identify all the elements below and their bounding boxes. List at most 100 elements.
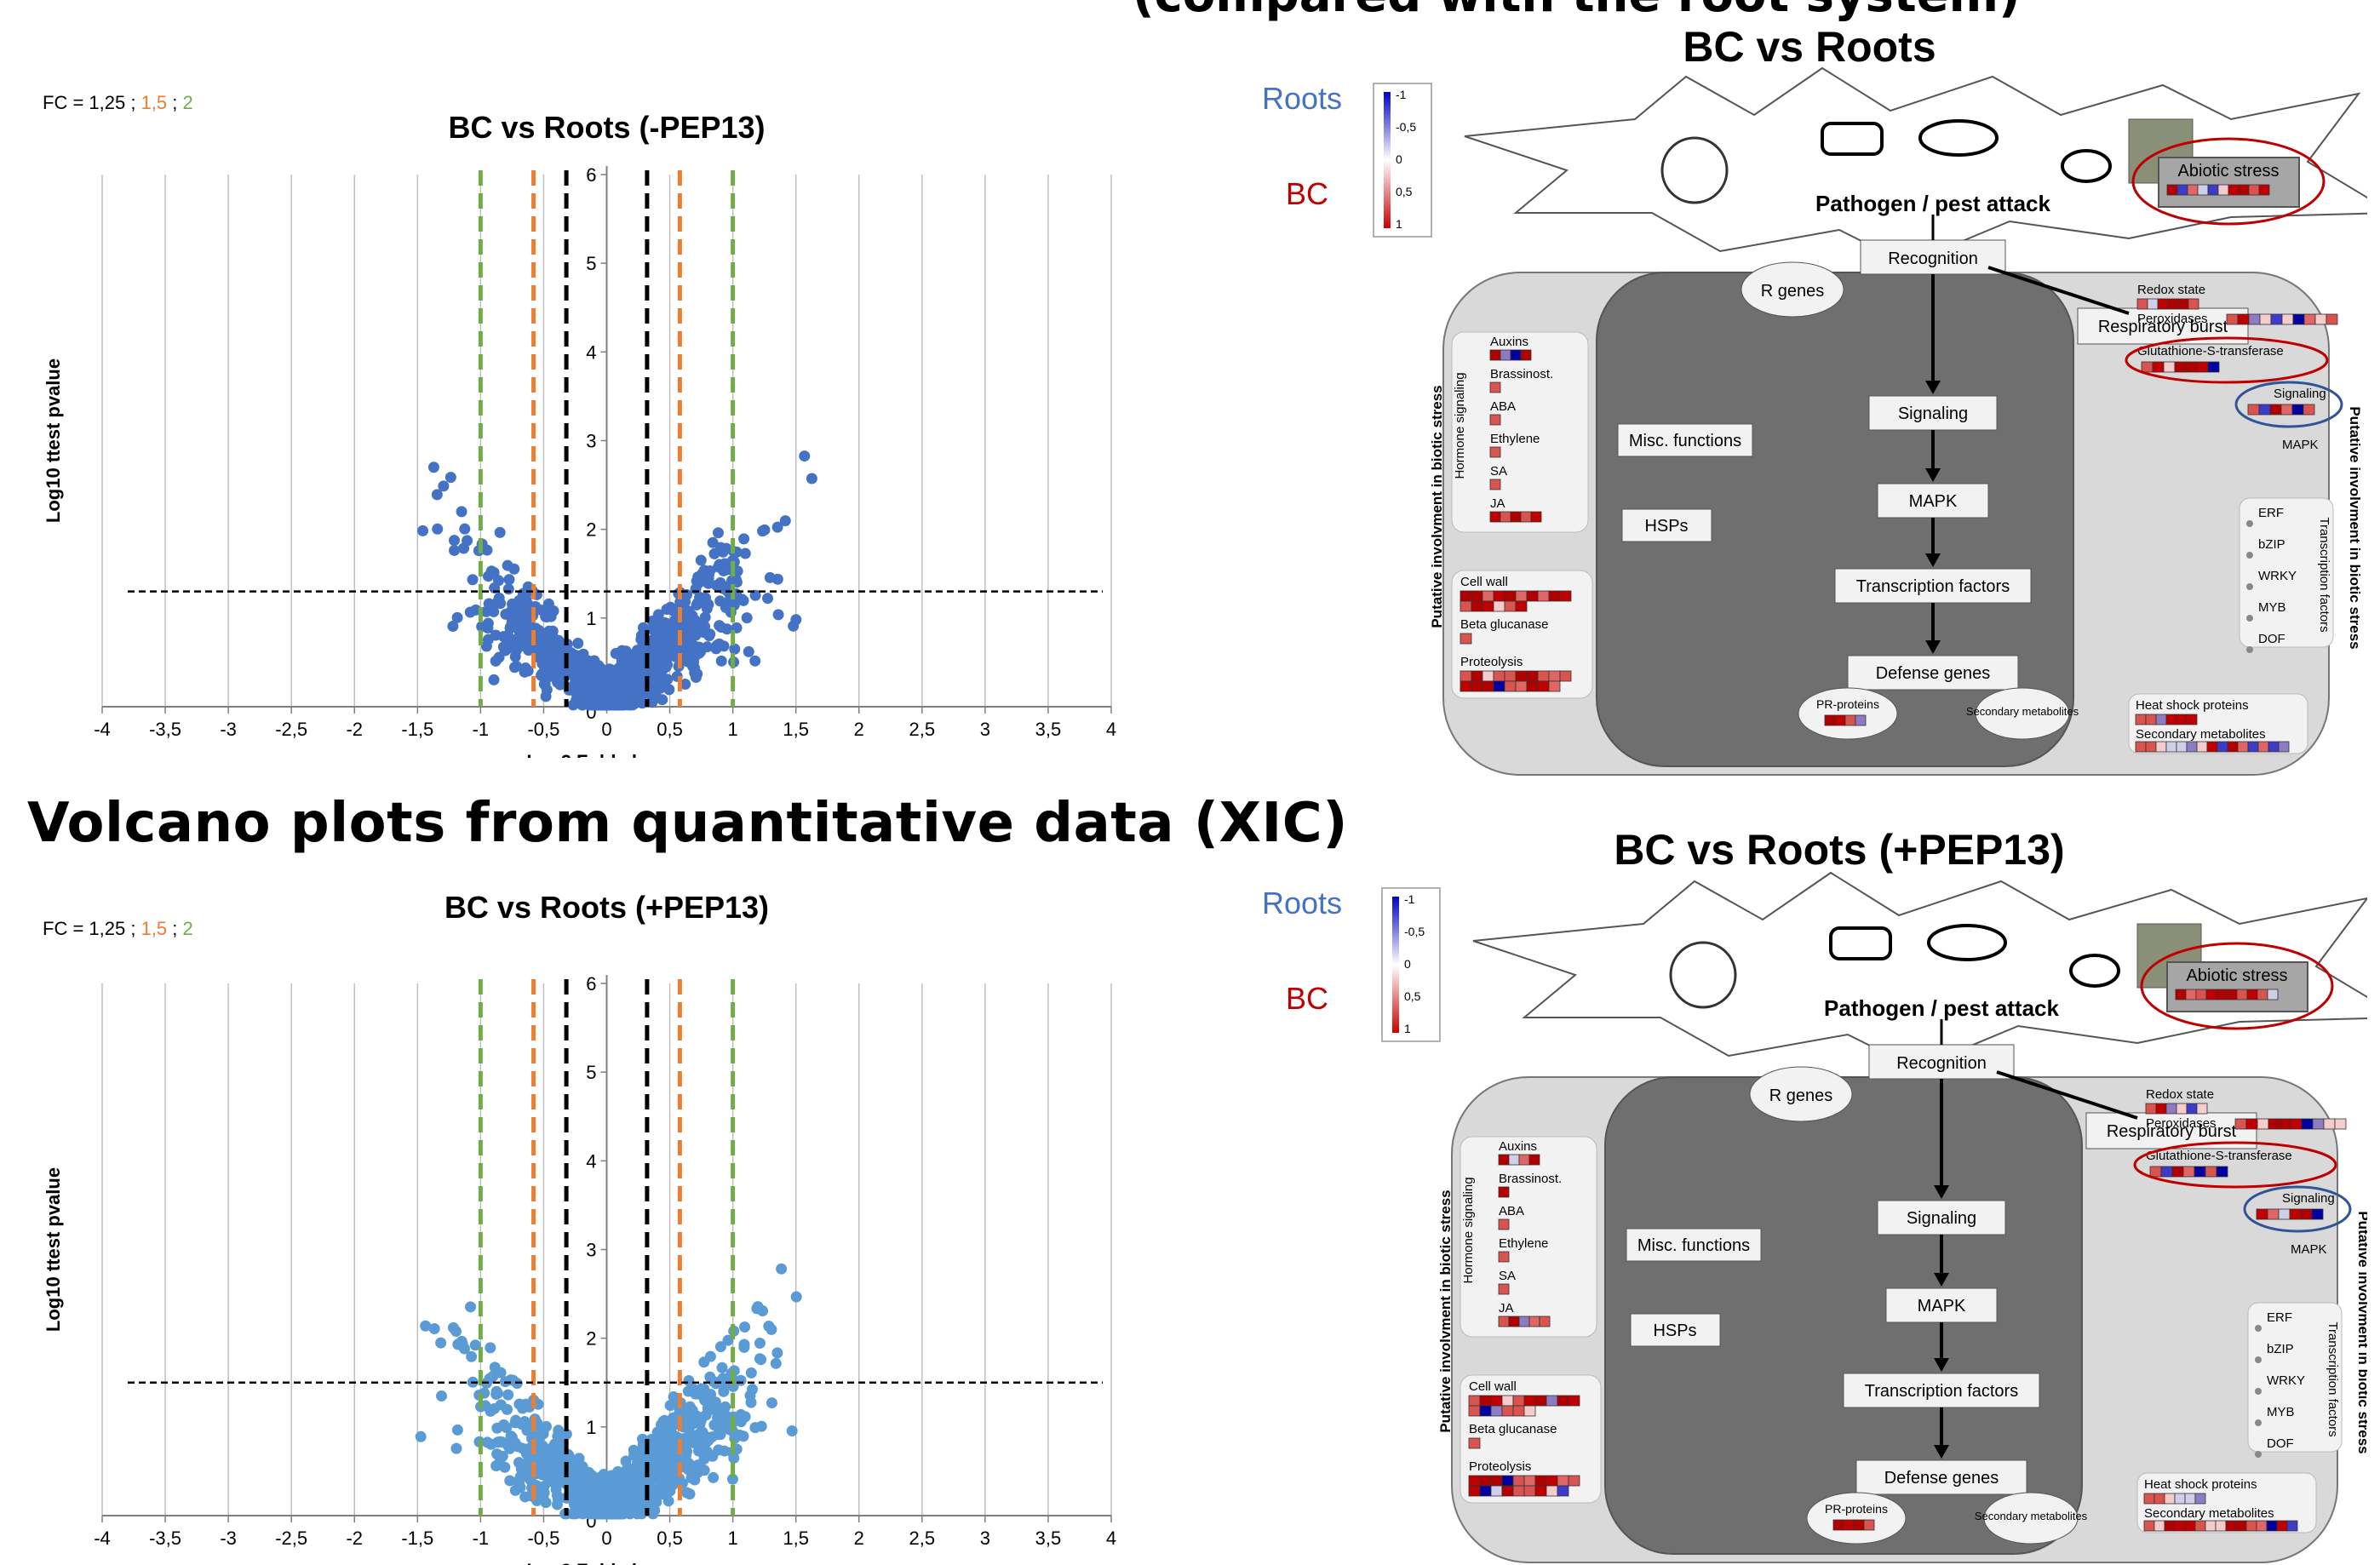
secondary-metabolites-label: Secondary metabolites (1975, 1510, 2088, 1522)
pr-heatmap (1832, 1519, 1875, 1531)
heatmap-cell (1526, 680, 1539, 692)
x-tick-label: -3 (220, 1528, 237, 1549)
scatter-point (624, 699, 636, 711)
scatter-point (771, 1347, 783, 1359)
scatter-point (456, 506, 467, 518)
scatter-points (417, 450, 817, 711)
recognition-label: Recognition (1888, 249, 1978, 268)
secondary-metabolites-right-label: Secondary metabolites (2144, 1506, 2274, 1521)
heatmap-cell (1523, 1395, 1536, 1407)
scatter-point (552, 1430, 564, 1442)
beta-glucanase-label: Beta glucanase (1460, 617, 1548, 632)
hsps-label: HSPs (1644, 517, 1688, 536)
scatter-point (656, 1419, 668, 1430)
scatter-point (713, 1429, 725, 1441)
tf-dot (2246, 615, 2253, 622)
hormone-label: ABA (1490, 399, 1516, 414)
scatter-point (495, 1399, 507, 1411)
heat-shock-box (2128, 693, 2308, 754)
heatmap-cell (1546, 1475, 1558, 1487)
heatmap-cell (1537, 590, 1550, 602)
scatter-point (771, 521, 783, 533)
heatmap-cell (1557, 1485, 1569, 1497)
heatmap-cell (2145, 1103, 2157, 1115)
heatmap-cell (2314, 313, 2327, 325)
heatmap-cell (2207, 184, 2219, 196)
scatter-point (435, 1337, 447, 1349)
scatter-point (610, 647, 622, 659)
x-tick-label: -4 (94, 719, 111, 740)
scatter-point (488, 605, 500, 617)
scatter-point (514, 1482, 526, 1493)
heatmap-cell (1834, 714, 1846, 726)
hormone-label: SA (1499, 1269, 1516, 1283)
gst-label: Glutathione-S-transferase (2146, 1149, 2292, 1163)
misc-functions-label: Misc. functions (1637, 1236, 1750, 1255)
heatmap-cell (2141, 361, 2153, 373)
r-genes-label: R genes (1769, 1086, 1833, 1105)
heatmap-cell (1546, 1395, 1558, 1407)
scatter-point (502, 1389, 514, 1401)
abiotic-heatmap (2175, 989, 2279, 1000)
scatter-point (749, 589, 761, 601)
scatter-point (683, 642, 695, 654)
x-tick-label: -1,5 (401, 719, 433, 740)
heatmap-cell (2334, 1118, 2347, 1130)
heatmap-cell (2196, 361, 2209, 373)
heatmap-cell (1863, 1519, 1875, 1531)
hormone-heatmap (1489, 414, 1501, 426)
scatter-point (452, 1339, 464, 1350)
mapk-box (1877, 483, 1989, 519)
hormone-label: Brassinost. (1499, 1172, 1562, 1186)
heatmap-cell (2177, 298, 2189, 310)
hormone-signaling-label: Hormone signaling (1461, 1177, 1476, 1283)
scatter-point (428, 1322, 440, 1334)
heatmap-cell (2155, 741, 2167, 753)
cell-wall-heatmap (1468, 1395, 1580, 1407)
scatter-point (627, 1477, 639, 1489)
scatter-point (494, 526, 506, 538)
heatmap-cell (1515, 670, 1528, 682)
scatter-point (569, 677, 581, 689)
proteolysis-label: Proteolysis (1460, 655, 1523, 669)
heatmap-cell (1504, 670, 1517, 682)
abiotic-stress-box (2166, 961, 2308, 1012)
heatmap-cell (2257, 741, 2269, 753)
fc-note: FC = 1,25 ; 1,5 ; 2 (43, 918, 193, 939)
x-tick-label: -4 (94, 1528, 111, 1549)
volcano-plot-plus-pep13: FC = 1,25 ; 1,5 ; 2 BC vs Roots (+PEP13) -… (43, 890, 1116, 1565)
heatmap-cell (2175, 989, 2187, 1000)
scatter-point (544, 629, 556, 641)
chart-title: BC vs Roots (+PEP13) (444, 890, 769, 925)
pathogen-cloud (1472, 871, 2367, 1070)
heatmap-cell (1489, 446, 1501, 458)
scatter-point (779, 515, 791, 527)
heatmap-cell (2160, 1166, 2173, 1178)
x-tick-label: 1 (728, 1528, 738, 1549)
scatter-point (766, 1397, 777, 1409)
heatmap-cell (1523, 1475, 1536, 1487)
scatter-point (519, 1491, 531, 1503)
scatter-point (553, 652, 565, 664)
scatter-point (417, 525, 429, 536)
scatter-point (729, 643, 741, 655)
arrowhead-mapk (1925, 468, 1941, 482)
hormone-heatmap (1498, 1218, 1510, 1230)
heatmap-cell (1471, 590, 1483, 602)
fungus-icon (1669, 941, 1737, 1009)
scatter-point (482, 633, 494, 645)
scatter-point (503, 574, 515, 586)
scatter-point (500, 608, 512, 620)
heatmap-cell (2163, 361, 2176, 373)
bc-label: BC (1286, 981, 1328, 1016)
heatmap-cell (1489, 414, 1501, 426)
scatter-point (653, 674, 665, 686)
scatter-point (772, 609, 784, 621)
scale-tick-label: 0,5 (1404, 989, 1421, 1003)
heatmap-cell (2176, 714, 2188, 725)
volcano-heading: Volcano plots from quantitative data (XI… (27, 792, 1348, 855)
x-tick-label: 0,5 (657, 1528, 683, 1549)
scatter-point (741, 612, 753, 624)
fc-note: FC = 1,25 ; 1,5 ; 2 (43, 92, 193, 113)
heatmap-cell (2258, 404, 2271, 416)
